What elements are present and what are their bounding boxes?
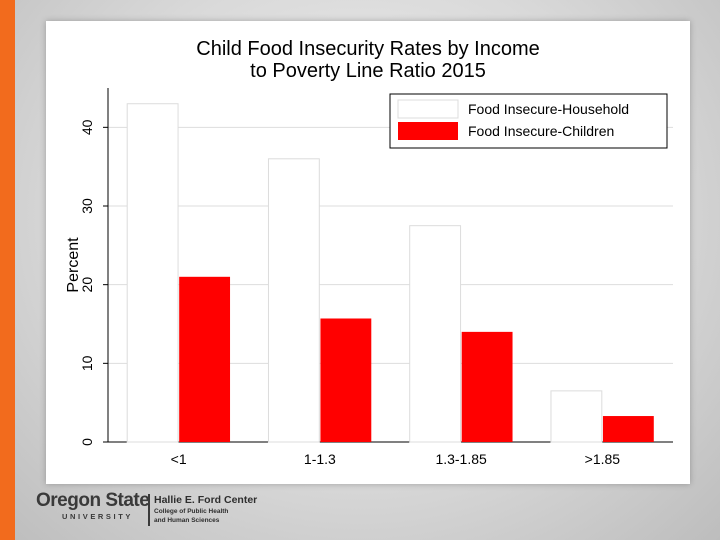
y-tick-label-40: 40 bbox=[79, 119, 95, 135]
y-tick-label-30: 30 bbox=[79, 198, 95, 214]
footer-divider bbox=[148, 494, 150, 526]
legend-swatch-1 bbox=[398, 122, 458, 140]
chart-title-line-1: Child Food Insecurity Rates by Income bbox=[196, 38, 540, 60]
center-block: Hallie E. Ford Center College of Public … bbox=[154, 493, 257, 525]
chart-title: Child Food Insecurity Rates by Income to… bbox=[46, 38, 690, 82]
legend-swatch-0 bbox=[397, 99, 459, 119]
bar-household-3 bbox=[550, 390, 603, 443]
axis-layer: 0 10 20 30 40 Percent <1 1-1.3 1.3-1.85 >1.85 bbox=[65, 88, 673, 467]
bar-children-0 bbox=[179, 276, 231, 442]
x-tick-label-1: 1-1.3 bbox=[304, 451, 336, 467]
x-tick-label-2: 1.3-1.85 bbox=[435, 451, 487, 467]
x-tick-label-0: <1 bbox=[171, 451, 187, 467]
x-tick-label-3: >1.85 bbox=[585, 451, 621, 467]
bar-layer bbox=[126, 103, 654, 443]
bar-chart: 0 10 20 30 40 Percent <1 1-1.3 1.3-1.85 >1.85 Foo… bbox=[65, 88, 673, 467]
legend-label-1: Food Insecure-Children bbox=[468, 123, 614, 139]
bar-household-2 bbox=[409, 225, 462, 443]
bar-household-0 bbox=[126, 103, 179, 443]
accent-bar bbox=[0, 0, 15, 540]
bar-children-1 bbox=[320, 318, 372, 442]
chart-panel: Child Food Insecurity Rates by Income to… bbox=[46, 21, 690, 484]
center-subtitle-1: College of Public Health bbox=[154, 508, 229, 515]
legend-label-0: Food Insecure-Household bbox=[468, 101, 629, 117]
y-axis-label: Percent bbox=[65, 237, 82, 293]
bar-children-3 bbox=[602, 416, 654, 442]
bar-household-1 bbox=[267, 158, 320, 443]
y-tick-label-20: 20 bbox=[79, 277, 95, 293]
bar-children-2 bbox=[461, 331, 513, 442]
y-tick-label-0: 0 bbox=[79, 438, 95, 446]
university-name: Oregon State bbox=[36, 490, 150, 511]
osu-logo: Oregon State UNIVERSITY bbox=[36, 490, 150, 522]
center-subtitle-2: and Human Sciences bbox=[154, 517, 220, 524]
legend: Food Insecure-Household Food Insecure-Chi… bbox=[389, 93, 668, 149]
university-subtitle: UNIVERSITY bbox=[62, 512, 134, 521]
y-tick-label-10: 10 bbox=[79, 355, 95, 371]
chart-title-line-2: to Poverty Line Ratio 2015 bbox=[250, 60, 486, 82]
center-name: Hallie E. Ford Center bbox=[154, 494, 258, 506]
